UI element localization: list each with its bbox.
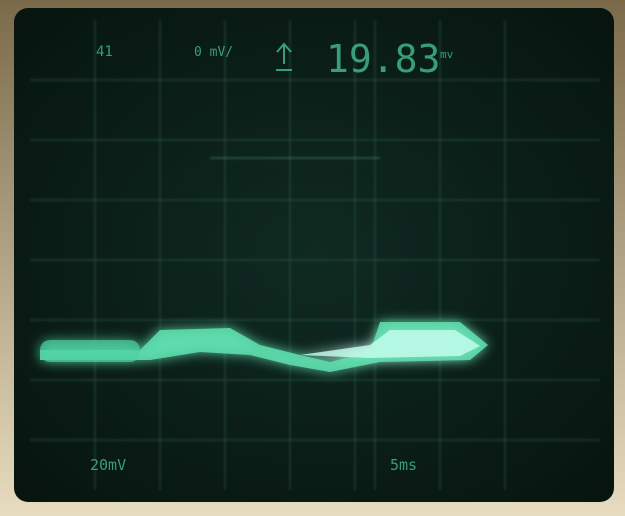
offset-label: 0 mV/ xyxy=(194,45,233,60)
graticule xyxy=(30,20,600,490)
screen xyxy=(14,8,614,502)
vertical-scale: 20mV xyxy=(90,456,126,474)
channel-label: 41 xyxy=(96,44,113,60)
trace xyxy=(40,322,488,372)
timebase: 5ms xyxy=(390,456,417,474)
measurement-value: 19.83 xyxy=(326,37,440,81)
trigger-icon xyxy=(276,42,292,71)
measurement-unit: mv xyxy=(440,48,454,61)
